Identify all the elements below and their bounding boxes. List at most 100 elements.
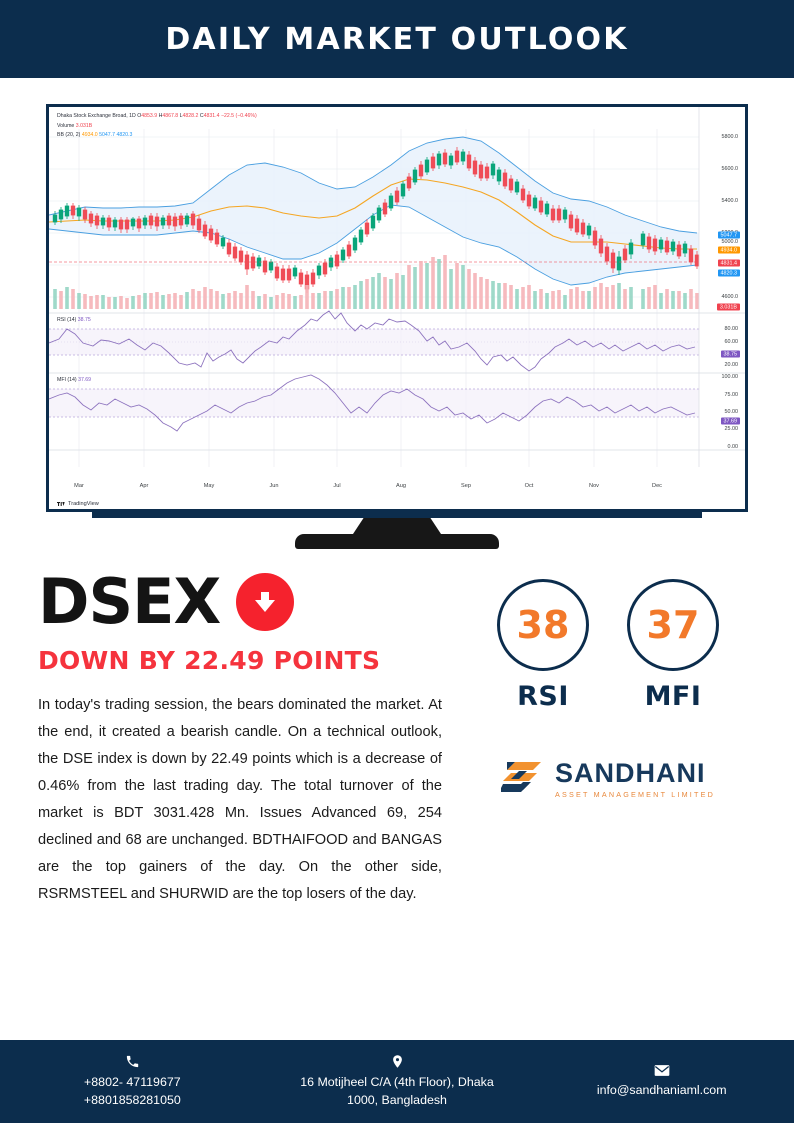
bb-upper-value: 5047.7: [99, 132, 116, 139]
content-area: DSEX DOWN BY 22.49 POINTS In today's tra…: [0, 549, 794, 908]
volume-legend-row: Volume 3.031B: [57, 122, 257, 132]
ohlc-h-label: H: [158, 113, 163, 119]
price-tick-4600: 4600.0: [721, 294, 739, 300]
tradingview-watermark: TradingView: [57, 501, 99, 507]
footer-address-line1: 16 Motijheel C/A (4th Floor), Dhaka: [300, 1074, 494, 1089]
month-tick-apr: Apr: [139, 483, 149, 489]
tradingview-label: TradingView: [68, 501, 99, 507]
ohlc-open: 4853.9: [141, 113, 158, 119]
month-tick-oct: Oct: [524, 483, 534, 489]
tradingview-chart[interactable]: Dhaka Stock Exchange Broad, 1D O4853.9 H…: [49, 107, 745, 509]
last-price-badge: 4831.4: [717, 259, 740, 267]
bb-lower-badge: 4820.3: [717, 269, 740, 277]
bollinger-upper-line: [49, 136, 698, 234]
sandhani-mark-icon: [501, 762, 542, 792]
symbol-name: Dhaka Stock Exchange Broad, 1D: [57, 113, 136, 119]
chart-legend: Dhaka Stock Exchange Broad, 1D O4853.9 H…: [57, 112, 257, 141]
ohlc-c-label: C: [199, 113, 204, 119]
page-footer: +8802- 47119677 +8801858281050 16 Motijh…: [0, 1040, 794, 1123]
mfi-tick-75: 75.00: [724, 392, 739, 398]
time-axis[interactable]: Mar Apr May Jun Jul Aug Sep Oct Nov Dec: [49, 483, 745, 495]
gauge-mfi-value: 37: [646, 603, 700, 647]
price-tick-5400: 5400.0: [721, 198, 739, 204]
ohlc-l-label: L: [179, 113, 183, 119]
mfi-tick-50: 50.00: [724, 409, 739, 415]
logo-company-tagline: ASSET MANAGEMENT LIMITED: [555, 789, 715, 799]
company-logo: SANDHANI ASSET MANAGEMENT LIMITED: [460, 758, 756, 800]
price-axis[interactable]: 5800.0 5600.0 5400.0 5200.0 5000.0 4600.…: [696, 107, 742, 509]
indicator-gauges: 38 RSI 37 MFI: [460, 573, 756, 712]
mfi-tick-100: 100.00: [721, 374, 739, 380]
month-tick-sep: Sep: [461, 483, 471, 489]
footer-address-line2: 1000, Bangladesh: [347, 1092, 447, 1107]
phone-icon: [126, 1055, 139, 1067]
tradingview-logo-icon: [57, 502, 65, 506]
bb-basis-value: 4934.0: [81, 132, 98, 139]
mfi-band-zone: [49, 389, 699, 417]
arrow-down-icon: [236, 573, 295, 632]
bb-legend-row: BB (20, 2) 4934.0 5047.7 4820.3: [57, 131, 257, 141]
gauge-mfi: 37 MFI: [627, 579, 719, 712]
bollinger-band-fill: [49, 137, 699, 285]
ohlc-low: 4828.2: [182, 113, 199, 119]
mfi-tick-0: 0.00: [727, 444, 739, 450]
gauge-rsi-label: RSI: [517, 681, 569, 712]
gauge-rsi-circle: 38: [497, 579, 589, 671]
price-tick-5000: 5000.0: [721, 239, 739, 245]
rsi-tick-80: 80.00: [724, 326, 739, 332]
arrow-down-glyph: [255, 592, 276, 613]
rsi-tick-20: 20.00: [724, 362, 739, 368]
volume-bars: [53, 255, 699, 309]
month-tick-jul: Jul: [333, 483, 341, 489]
symbol-legend-row: Dhaka Stock Exchange Broad, 1D O4853.9 H…: [57, 112, 257, 122]
month-tick-dec: Dec: [652, 483, 662, 489]
rsi-line: [49, 310, 696, 372]
footer-phone-line2: +8801858281050: [83, 1092, 181, 1107]
index-headline-row: DSEX: [38, 565, 442, 638]
mfi-value-badge: 37.69: [720, 417, 740, 425]
ma-badge: 4934.0: [717, 246, 740, 254]
content-right-column: 38 RSI 37 MFI: [442, 573, 756, 908]
monitor-bottom-bezel: [92, 512, 702, 518]
mfi-label: MFI (14): [57, 377, 77, 383]
price-tick-5800: 5800.0: [721, 134, 739, 140]
mfi-value: 37.69: [78, 377, 92, 383]
bb-lower-value: 4820.3: [116, 132, 133, 139]
location-pin-icon: [392, 1054, 402, 1068]
rsi-label: RSI (14): [57, 317, 77, 323]
month-tick-nov: Nov: [589, 483, 599, 489]
mfi-line: [49, 374, 696, 432]
mfi-pane-legend: MFI (14) 37.69: [57, 377, 91, 383]
month-tick-aug: Aug: [396, 483, 406, 489]
rsi-value-badge: 38.75: [720, 350, 740, 358]
volume-badge: 3.031B: [716, 303, 740, 311]
monitor-stand-neck: [353, 518, 441, 534]
rsi-tick-60: 60.00: [724, 339, 739, 345]
gauge-mfi-label: MFI: [644, 681, 702, 712]
page-header: DAILY MARKET OUTLOOK: [0, 0, 794, 78]
chart-graphics: [49, 107, 745, 467]
ohlc-change: −22.5 (−0.46%): [220, 113, 257, 119]
rsi-value: 38.75: [77, 317, 91, 323]
footer-email-block: info@sandhaniaml.com: [529, 1064, 794, 1100]
price-tick-5600: 5600.0: [721, 166, 739, 172]
footer-email-address: info@sandhaniaml.com: [596, 1082, 727, 1097]
market-summary-paragraph: In today's trading session, the bears do…: [38, 696, 442, 902]
monitor-screen: Dhaka Stock Exchange Broad, 1D O4853.9 H…: [46, 104, 748, 512]
index-name: DSEX: [38, 565, 221, 638]
monitor-stand-base: [295, 534, 499, 549]
ohlc-o-label: O: [137, 113, 142, 119]
month-tick-mar: Mar: [74, 483, 84, 489]
volume-value: 3.031B: [75, 122, 93, 129]
volume-label: Volume: [57, 122, 75, 129]
ohlc-close: 4831.4: [203, 113, 220, 119]
monitor-container: Dhaka Stock Exchange Broad, 1D O4853.9 H…: [0, 78, 794, 549]
bb-label: BB (20, 2): [57, 132, 81, 139]
gauge-rsi-value: 38: [516, 603, 570, 647]
month-tick-jun: Jun: [269, 483, 279, 489]
change-subheadline: DOWN BY 22.49 POINTS: [38, 645, 381, 675]
logo-text: SANDHANI ASSET MANAGEMENT LIMITED: [555, 759, 715, 799]
footer-address-block: 16 Motijheel C/A (4th Floor), Dhaka 1000…: [265, 1054, 530, 1110]
mfi-tick-25: 25.00: [724, 426, 739, 432]
